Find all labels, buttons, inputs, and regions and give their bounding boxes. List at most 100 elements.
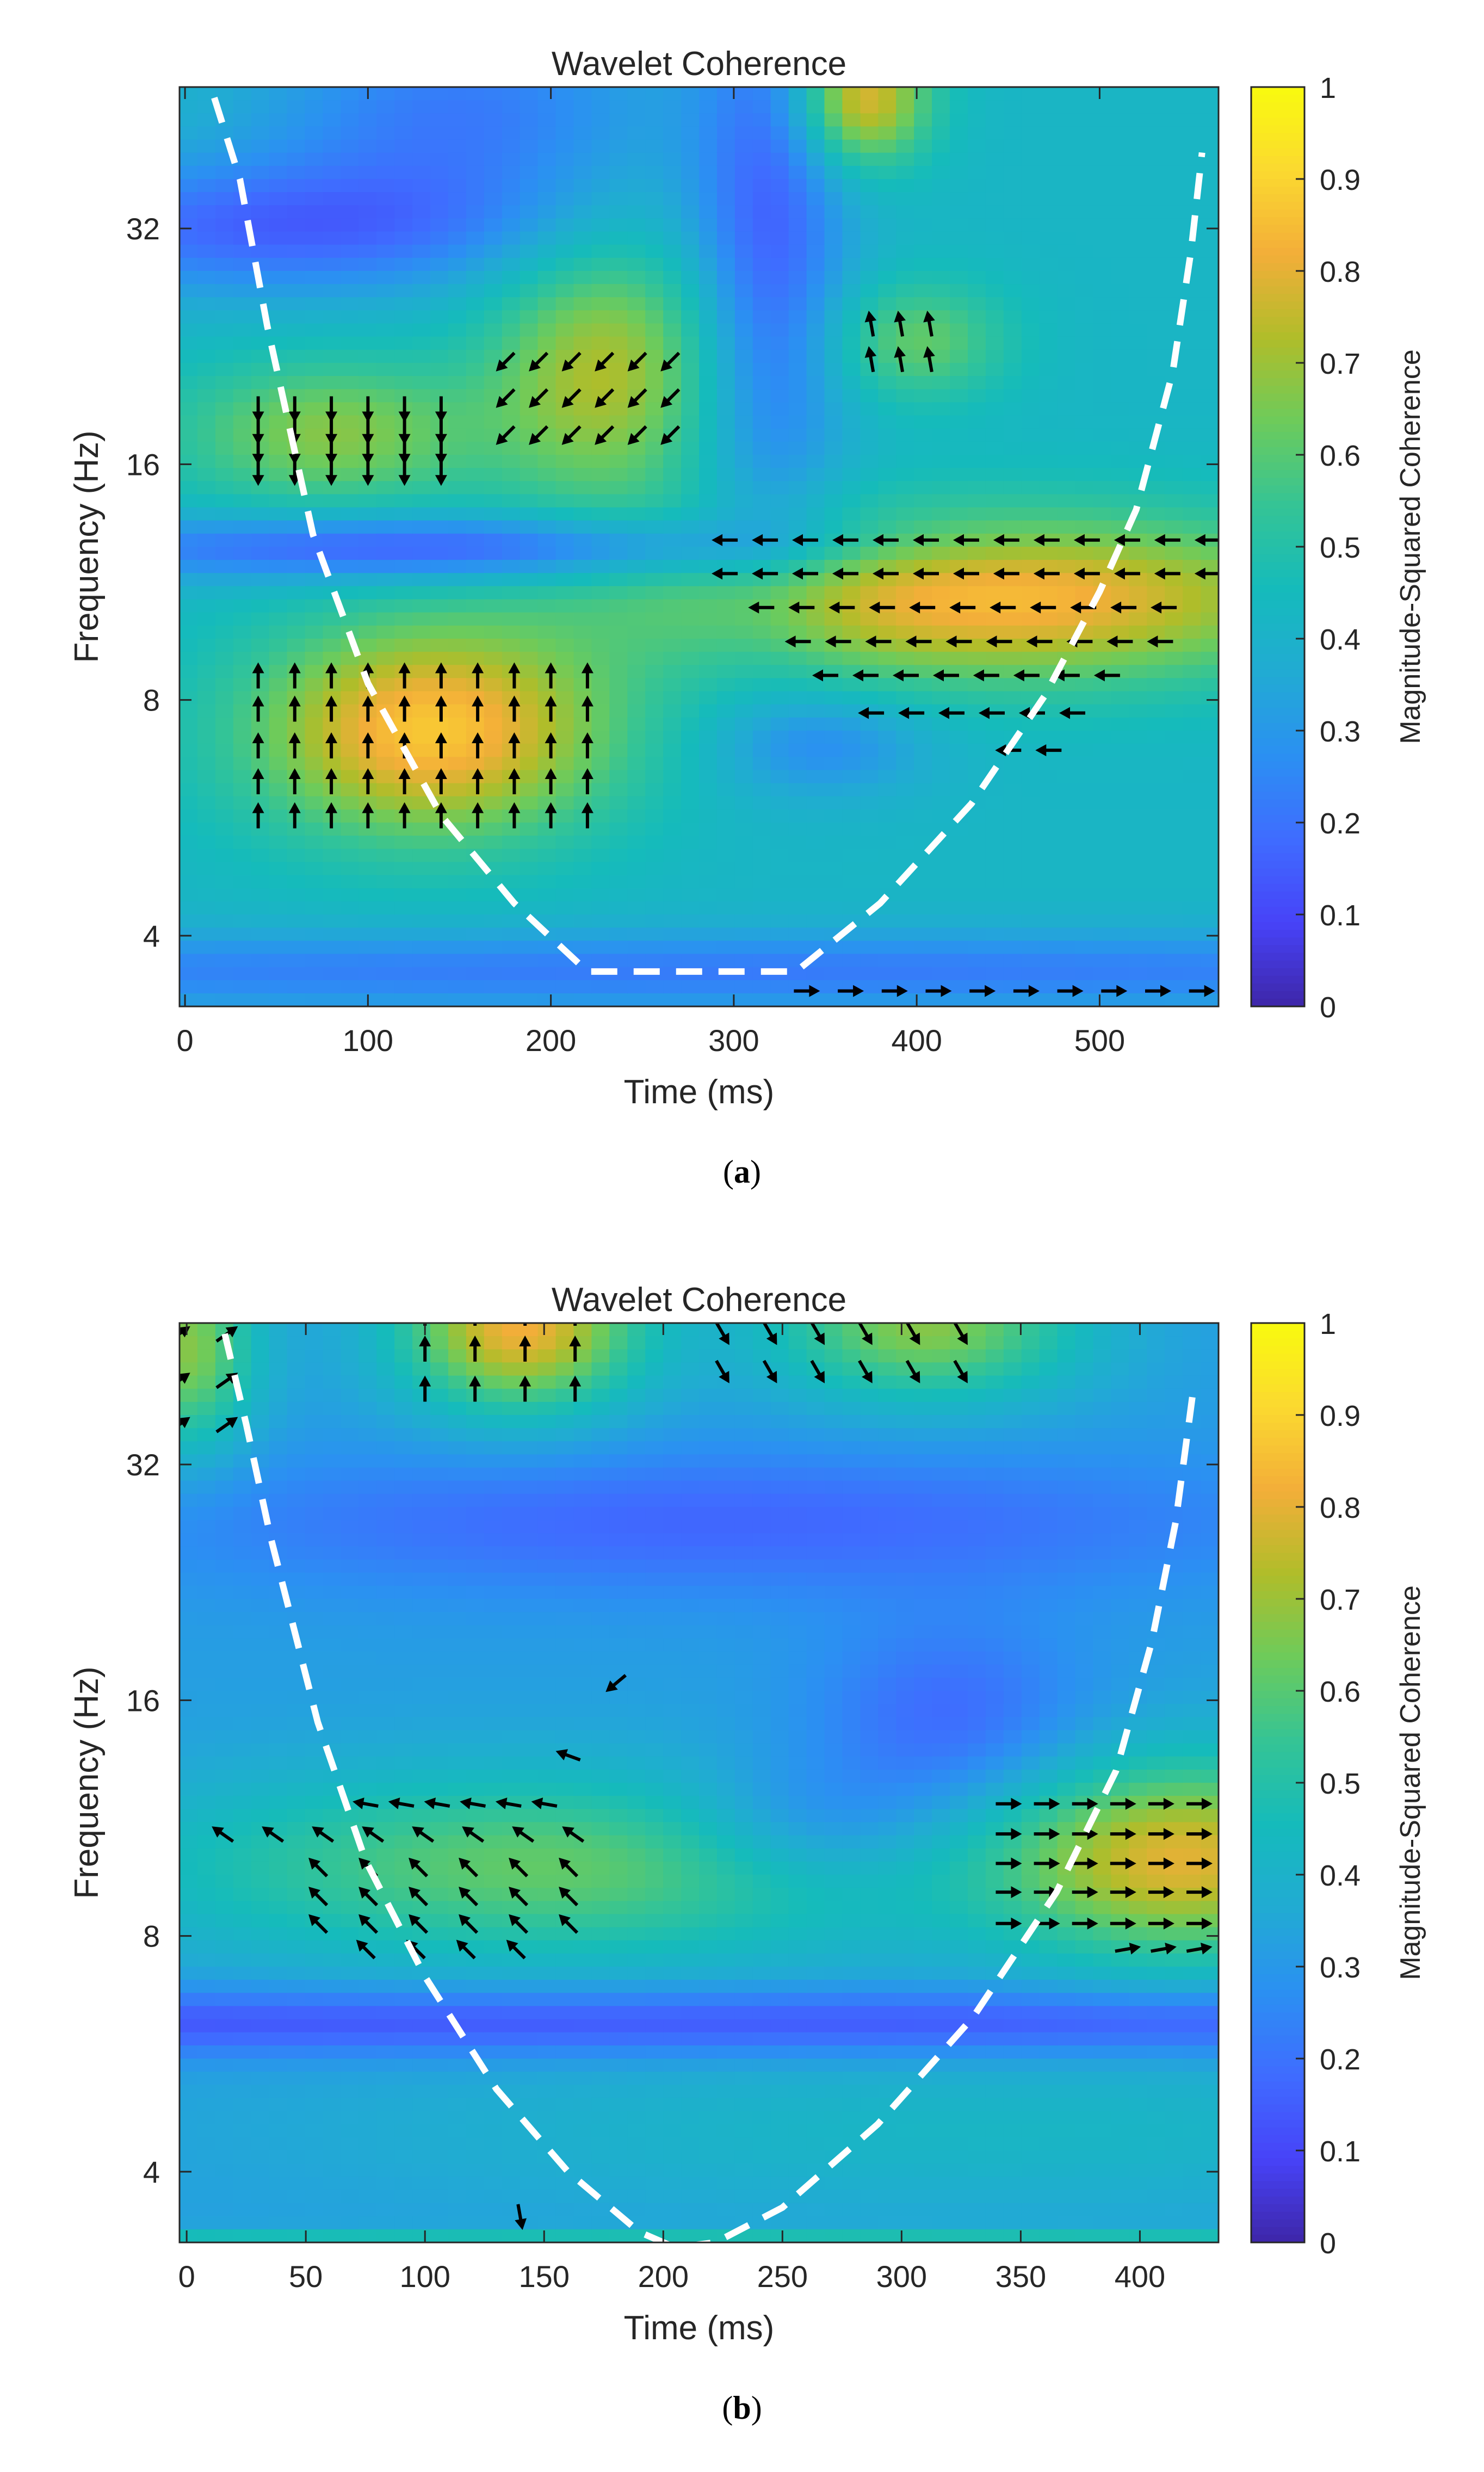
phase-arrow [1072,1917,1098,1930]
x-tick-label: 100 [399,2259,450,2294]
phase-arrow [529,425,549,445]
phase-arrow [1186,1797,1213,1810]
phase-arrow [472,768,484,794]
phase-arrow [472,695,484,722]
x-tick-label: 200 [638,2259,689,2294]
phase-arrow [925,985,952,997]
phase-arrow [1194,567,1219,580]
phase-arrow [180,1326,190,1338]
phase-arrow [864,311,877,337]
phase-arrow [398,695,411,722]
phase-arrow [362,802,374,829]
phase-arrow [627,388,647,408]
x-tick-label: 0 [177,1023,194,1058]
phase-arrow [308,1914,329,1934]
colorbar-label: Magnitude-Squared Coherence [1395,349,1426,744]
phase-arrow [865,635,892,648]
phase-arrow [1148,1797,1174,1810]
phase-arrow [288,695,301,722]
phase-arrow [1186,1917,1213,1930]
colorbar-tick-label: 0.1 [1320,899,1361,932]
phase-arrow [595,388,615,408]
y-tick-label: 16 [126,1683,160,1717]
phase-arrow [1013,669,1040,682]
phase-arrow [937,2258,961,2270]
phase-arrow [1186,1943,1213,1955]
phase-arrow [215,1417,238,1433]
phase-arrow [1033,534,1060,546]
phase-arrow [995,1857,1022,1870]
phase-arrow [973,669,999,682]
phase-arrow [512,1826,535,1843]
phase-arrow [1151,1943,1177,1955]
phase-arrow [752,567,778,580]
phase-arrow [252,695,264,722]
phase-arrow [969,985,996,997]
phase-arrow [1073,534,1100,546]
x-tick-label: 350 [995,2259,1046,2294]
phase-arrow [519,1335,531,1362]
phase-arrow [1147,635,1173,648]
colorbar-tick-label: 0.1 [1320,2135,1361,2168]
phase-arrow [748,601,775,614]
phase-arrow [252,802,264,829]
wavelet-coherence-chart-b: 0 50 100 150 200 250 300 350 400 4 8 16 32 Wavelet Co… [68,1281,1426,2347]
phase-arrow [529,351,549,372]
phase-arrow [462,1826,485,1843]
phase-arrow [312,1826,335,1843]
colorbar-tick-label: 1 [1320,1308,1336,1340]
phase-arrow [699,2258,723,2270]
phase-arrow [852,669,879,682]
y-tick-label: 4 [143,919,160,953]
phase-arrow [792,567,818,580]
phase-arrow [1148,1917,1174,1930]
phase-arrow [1110,1857,1136,1870]
phase-arrow [252,662,264,689]
y-axis-label: Frequency (Hz) [68,1666,106,1899]
phase-arrow [424,1797,450,1809]
phase-arrow [435,768,447,794]
y-axis-label: Frequency (Hz) [68,430,106,663]
colorbar-tick-label: 0.7 [1320,348,1361,380]
phase-arrow [212,1826,234,1843]
plot-frame [178,1322,1220,2244]
phase-arrow [508,662,521,689]
y-tick-label: 32 [126,1448,160,1482]
phase-arrow [366,2258,389,2270]
phase-arrow [873,567,899,580]
phase-arrow [252,396,264,423]
phase-arrow [562,1826,585,1843]
phase-arrow [288,662,301,689]
phase-arrow [1186,1828,1213,1840]
phase-arrow [715,1323,729,1345]
panel-a: 0 100 200 300 400 500 4 8 16 32 Wavelet Coherence T… [68,45,1426,1190]
phase-arrow [1080,2258,1104,2270]
phase-arrow [508,695,521,722]
phase-arrow [712,534,738,546]
phase-arrow [1110,601,1137,614]
phase-arrow [825,635,851,648]
colorbar-tick-label: 0.7 [1320,1584,1361,1616]
phase-arrow [362,768,374,794]
phase-arrow [1114,534,1140,546]
phase-arrow [545,662,557,689]
phase-arrow [325,732,338,759]
phase-arrow [506,1939,526,1960]
phase-arrow [832,534,858,546]
phase-arrow [362,1826,385,1843]
phase-arrow [288,732,301,759]
y-tick-label: 4 [143,2155,160,2189]
phase-arrow [353,1797,379,1809]
y-tick-label: 8 [143,683,160,718]
phase-arrow [945,635,972,648]
phase-arrow [469,1335,481,1362]
phase-arrow [1034,1857,1060,1870]
phase-arrow [1101,985,1128,997]
x-tick-label: 400 [1115,2259,1165,2294]
phase-arrow [832,567,858,580]
phase-arrow [508,802,521,829]
phase-arrow [288,396,301,423]
phase-arrow [509,1914,529,1934]
coherence-heatmap [180,1323,1219,2242]
phase-arrow [398,802,411,829]
